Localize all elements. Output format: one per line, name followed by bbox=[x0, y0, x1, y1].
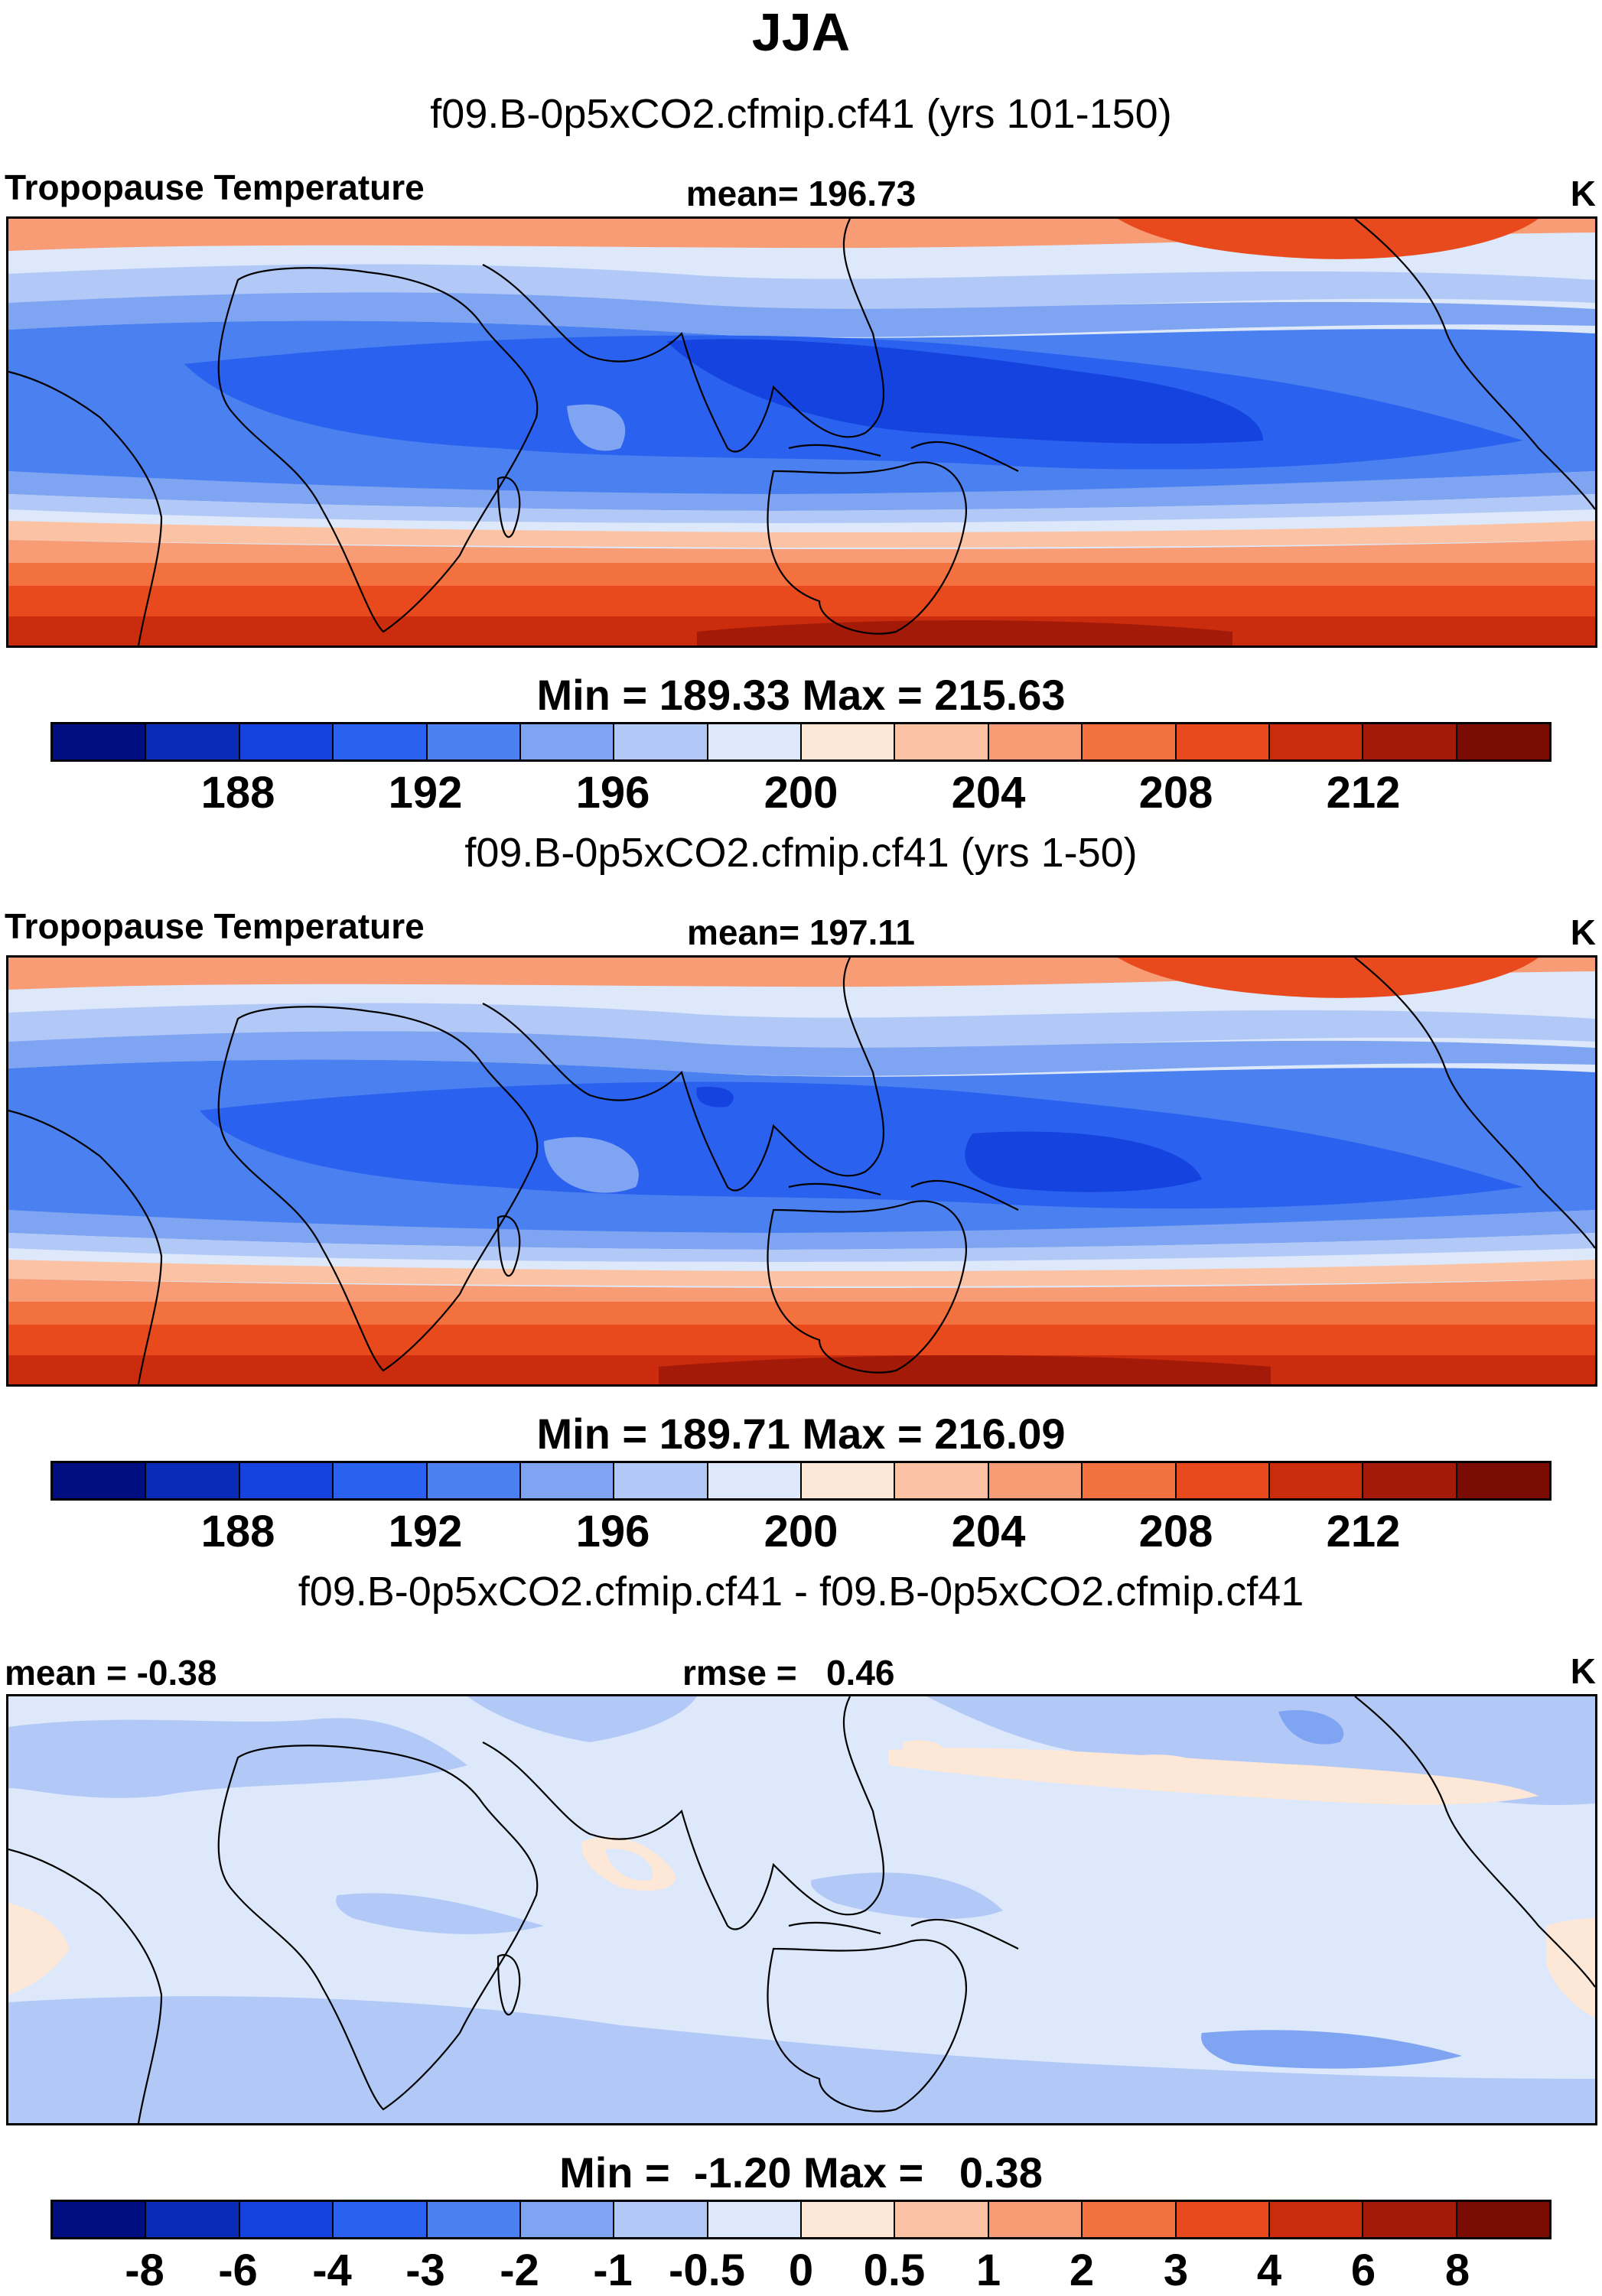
colorbar-box bbox=[895, 724, 989, 759]
colorbar-box bbox=[1457, 724, 1549, 759]
colorbar-tick: 192 bbox=[388, 768, 463, 818]
colorbar-box bbox=[146, 1463, 240, 1498]
colorbar-box bbox=[614, 724, 708, 759]
panel-1-colorbar bbox=[50, 722, 1552, 762]
colorbar-box bbox=[802, 2202, 896, 2237]
panel-1-map bbox=[6, 216, 1597, 648]
colorbar-tick: -8 bbox=[125, 2246, 164, 2295]
colorbar-box bbox=[1083, 724, 1177, 759]
colorbar-box bbox=[708, 1463, 802, 1498]
colorbar-box bbox=[1269, 1463, 1364, 1498]
colorbar-box bbox=[53, 2202, 147, 2237]
colorbar-tick: -1 bbox=[593, 2246, 633, 2295]
colorbar-tick: 204 bbox=[951, 768, 1026, 818]
colorbar-tick: 196 bbox=[575, 1507, 650, 1556]
colorbar-box bbox=[334, 1463, 428, 1498]
colorbar-tick: 2 bbox=[1069, 2246, 1095, 2295]
colorbar-tick: -6 bbox=[218, 2246, 258, 2295]
panel-2-colorbar bbox=[50, 1461, 1552, 1501]
colorbar-tick: -3 bbox=[405, 2246, 445, 2295]
colorbar-box bbox=[1176, 724, 1270, 759]
colorbar-box bbox=[988, 2202, 1083, 2237]
colorbar-box bbox=[334, 724, 428, 759]
colorbar-box bbox=[1363, 1463, 1457, 1498]
colorbar-box bbox=[1363, 724, 1457, 759]
colorbar-tick: 204 bbox=[951, 1507, 1026, 1556]
colorbar-box bbox=[427, 2202, 521, 2237]
colorbar-tick: 200 bbox=[764, 768, 838, 818]
colorbar-tick: 0.5 bbox=[863, 2246, 926, 2295]
colorbar-box bbox=[520, 724, 615, 759]
colorbar-box bbox=[1083, 2202, 1177, 2237]
colorbar-tick: 212 bbox=[1326, 1507, 1401, 1556]
colorbar-box bbox=[239, 2202, 334, 2237]
panel-1-units-label: K bbox=[1570, 174, 1596, 213]
panel-2-units-label: K bbox=[1570, 912, 1596, 952]
panel-3-map bbox=[6, 1694, 1597, 2125]
panel-1-mean-label: mean= 196.73 bbox=[685, 174, 917, 213]
colorbar-box bbox=[239, 724, 334, 759]
colorbar-box bbox=[708, 2202, 802, 2237]
colorbar-box bbox=[614, 2202, 708, 2237]
colorbar-box bbox=[334, 2202, 428, 2237]
colorbar-box bbox=[1176, 2202, 1270, 2237]
colorbar-box bbox=[146, 724, 240, 759]
colorbar-tick: -4 bbox=[312, 2246, 352, 2295]
colorbar-box bbox=[802, 1463, 896, 1498]
colorbar-box bbox=[53, 1463, 147, 1498]
colorbar-tick: 3 bbox=[1163, 2246, 1189, 2295]
colorbar-box bbox=[1269, 724, 1364, 759]
colorbar-box bbox=[1457, 2202, 1549, 2237]
panel-3-colorbar bbox=[50, 2200, 1552, 2239]
colorbar-box bbox=[708, 724, 802, 759]
panel-2-case-label: f09.B-0p5xCO2.cfmip.cf41 (yrs 1-50) bbox=[464, 830, 1138, 876]
colorbar-tick: 208 bbox=[1138, 768, 1213, 818]
colorbar-tick: 212 bbox=[1326, 768, 1401, 818]
colorbar-box bbox=[239, 1463, 334, 1498]
colorbar-tick: 200 bbox=[764, 1507, 838, 1556]
colorbar-tick: 6 bbox=[1350, 2246, 1376, 2295]
colorbar-box bbox=[520, 2202, 615, 2237]
colorbar-box bbox=[1083, 1463, 1177, 1498]
colorbar-box bbox=[802, 724, 896, 759]
colorbar-tick: -0.5 bbox=[669, 2246, 745, 2295]
colorbar-tick: 8 bbox=[1444, 2246, 1470, 2295]
colorbar-box bbox=[427, 724, 521, 759]
panel-3-mean-label: mean = -0.38 bbox=[5, 1653, 217, 1693]
panel-1-variable-label: Tropopause Temperature bbox=[5, 167, 425, 207]
colorbar-tick: 188 bbox=[200, 768, 275, 818]
colorbar-box bbox=[1457, 1463, 1549, 1498]
colorbar-box bbox=[895, 2202, 989, 2237]
panel-2-mean-label: mean= 197.11 bbox=[687, 912, 915, 952]
panel-3-case-label: f09.B-0p5xCO2.cfmip.cf41 - f09.B-0p5xCO2… bbox=[298, 1569, 1304, 1615]
colorbar-tick: 196 bbox=[575, 768, 650, 818]
panel-2-variable-label: Tropopause Temperature bbox=[5, 906, 425, 946]
colorbar-box bbox=[895, 1463, 989, 1498]
colorbar-tick: -2 bbox=[500, 2246, 539, 2295]
panel-3-minmax: Min = -1.20 Max = 0.38 bbox=[559, 2148, 1043, 2197]
figure-title: JJA bbox=[751, 2, 851, 62]
colorbar-box bbox=[1269, 2202, 1364, 2237]
panel-1-case-label: f09.B-0p5xCO2.cfmip.cf41 (yrs 101-150) bbox=[430, 91, 1172, 137]
colorbar-box bbox=[614, 1463, 708, 1498]
colorbar-tick: 1 bbox=[975, 2246, 1001, 2295]
colorbar-box bbox=[520, 1463, 615, 1498]
colorbar-tick: 188 bbox=[200, 1507, 275, 1556]
colorbar-box bbox=[1363, 2202, 1457, 2237]
colorbar-tick: 208 bbox=[1138, 1507, 1213, 1556]
panel-3-rmse-label: rmse = 0.46 bbox=[682, 1653, 895, 1693]
panel-1-minmax: Min = 189.33 Max = 215.63 bbox=[536, 671, 1066, 719]
colorbar-box bbox=[146, 2202, 240, 2237]
colorbar-tick: 0 bbox=[788, 2246, 814, 2295]
colorbar-box bbox=[53, 724, 147, 759]
colorbar-tick: 192 bbox=[388, 1507, 463, 1556]
panel-2-minmax: Min = 189.71 Max = 216.09 bbox=[536, 1410, 1066, 1458]
panel-3-units-label: K bbox=[1570, 1651, 1596, 1691]
colorbar-box bbox=[1176, 1463, 1270, 1498]
colorbar-box bbox=[427, 1463, 521, 1498]
colorbar-box bbox=[988, 1463, 1083, 1498]
colorbar-box bbox=[988, 724, 1083, 759]
panel-2-map bbox=[6, 955, 1597, 1387]
colorbar-tick: 4 bbox=[1256, 2246, 1282, 2295]
